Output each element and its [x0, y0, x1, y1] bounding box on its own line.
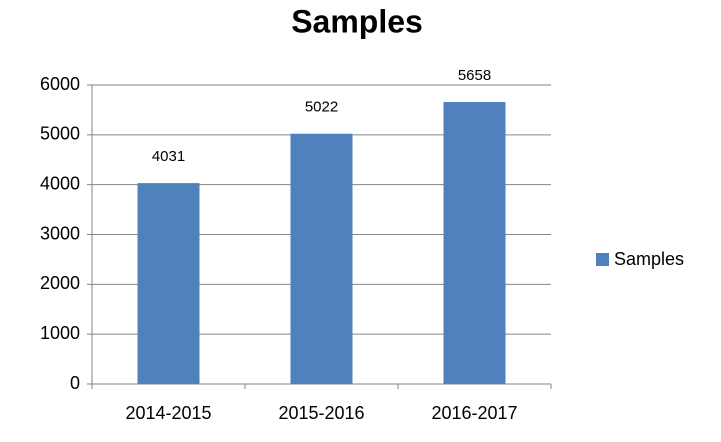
y-tick-label: 2000	[40, 273, 80, 293]
data-label: 5658	[458, 67, 491, 84]
x-tick-label: 2015-2016	[278, 403, 364, 423]
legend-label: Samples	[614, 249, 684, 269]
x-tick-label: 2016-2017	[431, 403, 517, 423]
y-tick-label: 3000	[40, 223, 80, 243]
bar	[290, 133, 353, 384]
x-tick-label: 2014-2015	[125, 403, 211, 423]
y-tick-label: 4000	[40, 173, 80, 193]
y-tick-label: 1000	[40, 323, 80, 343]
y-tick-label: 0	[70, 373, 80, 393]
bar	[137, 183, 200, 384]
data-label: 4031	[152, 148, 185, 165]
y-tick-label: 6000	[40, 74, 80, 94]
legend-swatch	[596, 253, 609, 266]
chart-title: Samples	[291, 3, 423, 39]
data-label: 5022	[305, 99, 338, 116]
bar	[443, 102, 506, 384]
y-tick-label: 5000	[40, 124, 80, 144]
